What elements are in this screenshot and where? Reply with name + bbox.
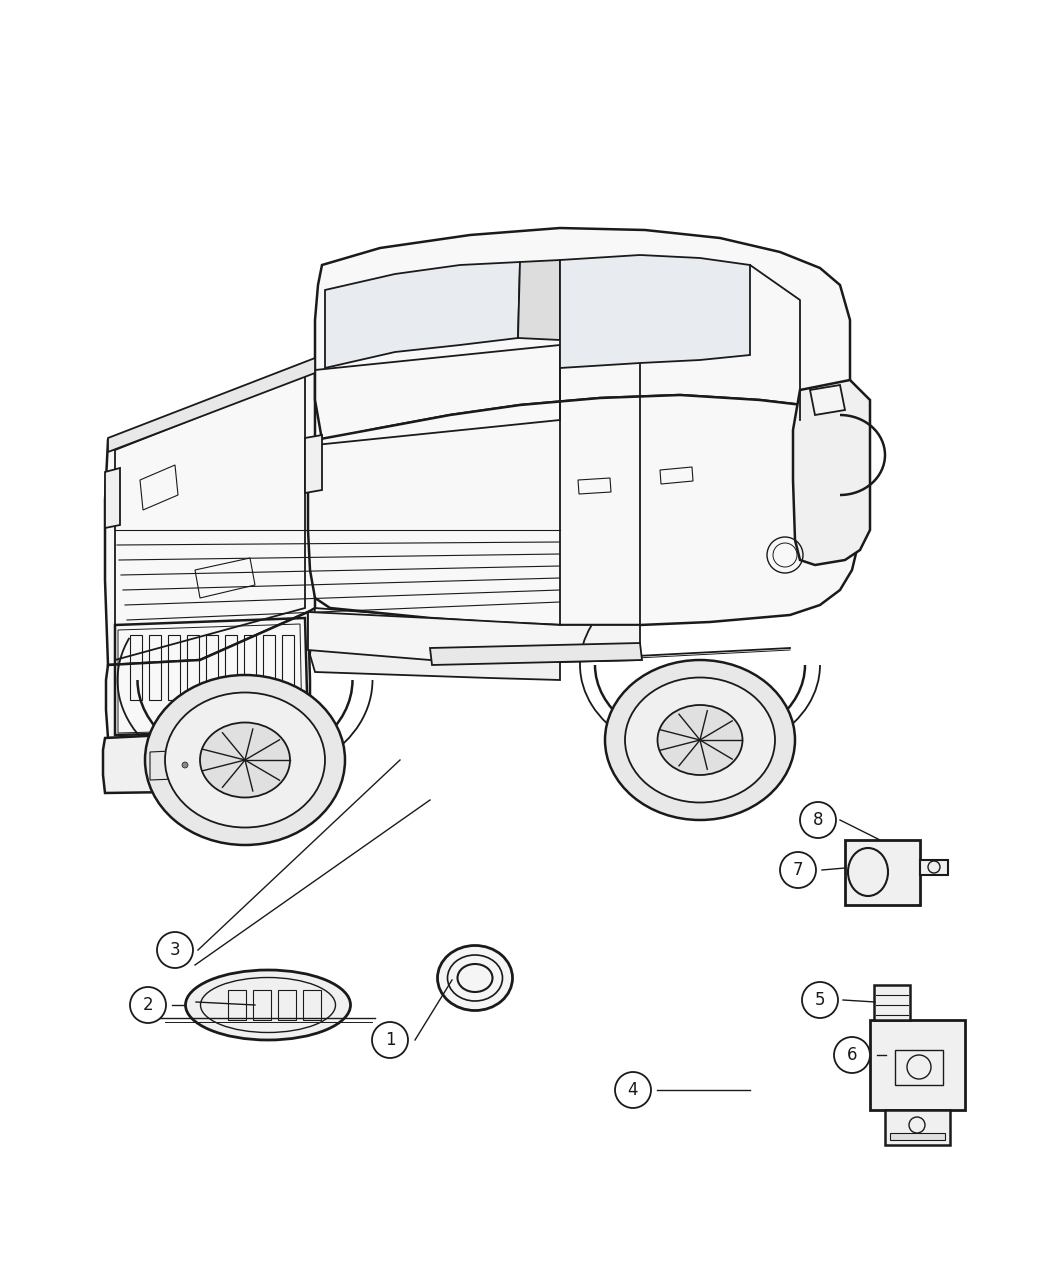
Circle shape	[158, 932, 193, 968]
Polygon shape	[430, 643, 642, 666]
Polygon shape	[308, 395, 860, 625]
Polygon shape	[845, 840, 920, 905]
Circle shape	[800, 802, 836, 838]
Polygon shape	[103, 728, 313, 793]
Circle shape	[780, 852, 816, 887]
Text: 4: 4	[628, 1081, 638, 1099]
Polygon shape	[315, 228, 850, 440]
Polygon shape	[874, 986, 910, 1020]
Polygon shape	[108, 358, 315, 453]
Ellipse shape	[438, 946, 512, 1011]
Circle shape	[615, 1072, 651, 1108]
Polygon shape	[810, 385, 845, 414]
Polygon shape	[870, 1020, 965, 1111]
Ellipse shape	[657, 705, 742, 775]
Text: 2: 2	[143, 996, 153, 1014]
Circle shape	[130, 987, 166, 1023]
Text: 1: 1	[384, 1031, 395, 1049]
Polygon shape	[106, 612, 310, 740]
Circle shape	[802, 982, 838, 1017]
Circle shape	[182, 762, 188, 768]
Text: 7: 7	[793, 861, 803, 878]
Polygon shape	[304, 435, 322, 493]
Polygon shape	[885, 1111, 950, 1145]
Polygon shape	[326, 261, 520, 368]
Text: 3: 3	[170, 941, 181, 959]
Circle shape	[372, 1023, 408, 1058]
Ellipse shape	[625, 677, 775, 802]
Text: 5: 5	[815, 991, 825, 1009]
Circle shape	[227, 762, 233, 768]
Text: 6: 6	[846, 1046, 857, 1065]
Text: 8: 8	[813, 811, 823, 829]
Polygon shape	[105, 468, 120, 528]
Ellipse shape	[200, 723, 290, 797]
Polygon shape	[308, 612, 640, 662]
Ellipse shape	[145, 674, 345, 845]
Circle shape	[834, 1037, 870, 1074]
Polygon shape	[920, 861, 948, 875]
Polygon shape	[105, 360, 315, 666]
Polygon shape	[793, 380, 870, 565]
Ellipse shape	[186, 970, 351, 1040]
Polygon shape	[560, 255, 750, 368]
Polygon shape	[518, 260, 560, 340]
Ellipse shape	[605, 660, 795, 820]
Polygon shape	[890, 1133, 945, 1140]
Polygon shape	[310, 608, 560, 680]
Ellipse shape	[165, 692, 326, 827]
